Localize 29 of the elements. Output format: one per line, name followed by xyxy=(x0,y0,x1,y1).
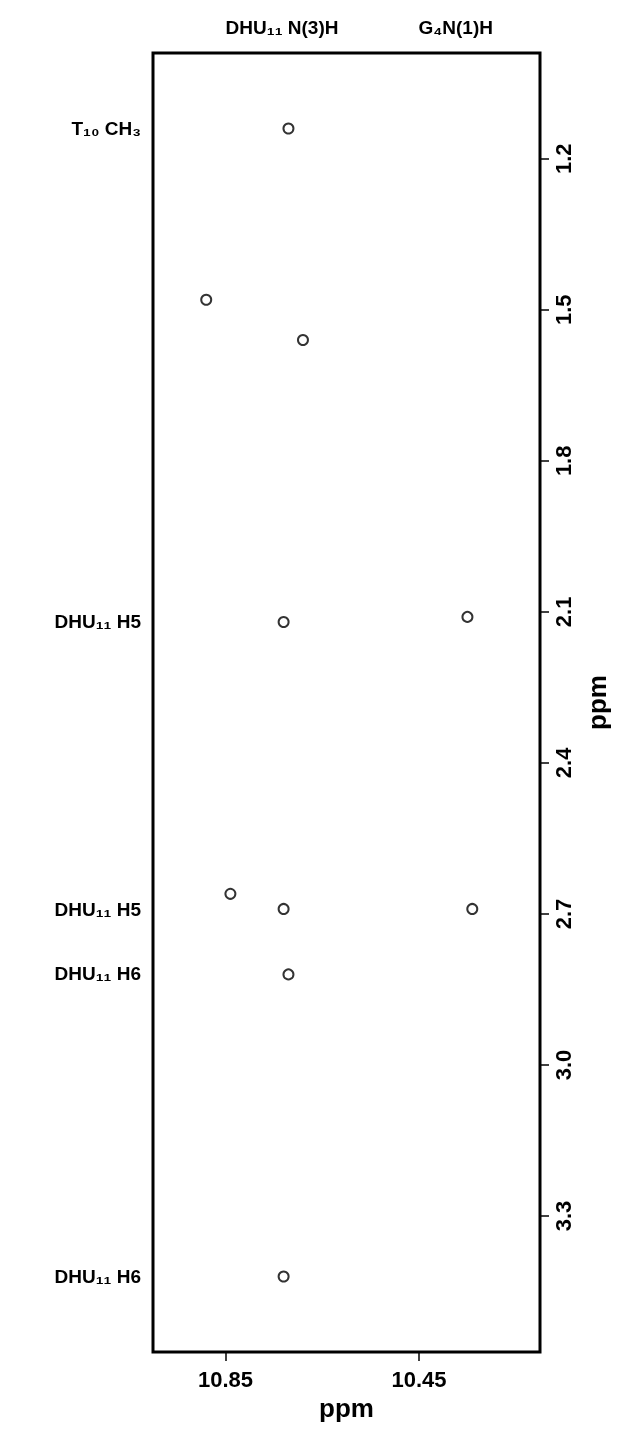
y-tick-label: 3.0 xyxy=(550,1049,576,1081)
y-axis-title: ppm xyxy=(582,675,612,730)
x-tick-label: 10.85 xyxy=(198,1366,254,1392)
point xyxy=(224,887,237,900)
point xyxy=(277,615,290,628)
point xyxy=(466,902,479,915)
point xyxy=(277,902,290,915)
point xyxy=(277,1270,290,1283)
y-tick-label: 3.3 xyxy=(550,1200,576,1232)
y-tick-label: 1.2 xyxy=(550,143,576,175)
point xyxy=(282,122,295,135)
y-tick-label: 2.7 xyxy=(550,898,576,930)
y-tick-label: 1.5 xyxy=(550,294,576,326)
point xyxy=(296,333,309,346)
point xyxy=(282,968,295,981)
point xyxy=(461,610,474,623)
text: DHU₁₁ H6 xyxy=(54,1266,141,1288)
point xyxy=(200,293,213,306)
text: DHU₁₁ N(3)H xyxy=(225,16,339,38)
y-tick-label: 1.8 xyxy=(550,445,576,477)
text: DHU₁₁ H6 xyxy=(54,963,141,985)
y-tick-label: 2.4 xyxy=(550,746,576,779)
text: G₄N(1)H xyxy=(418,16,493,38)
text: T₁₀ CH₃ xyxy=(71,117,141,139)
x-axis-title: ppm xyxy=(319,1392,374,1423)
x-tick-label: 10.45 xyxy=(391,1366,447,1392)
text: DHU₁₁ H5 xyxy=(54,898,142,920)
y-tick-label: 2.1 xyxy=(550,596,576,628)
text: DHU₁₁ H5 xyxy=(54,611,142,633)
